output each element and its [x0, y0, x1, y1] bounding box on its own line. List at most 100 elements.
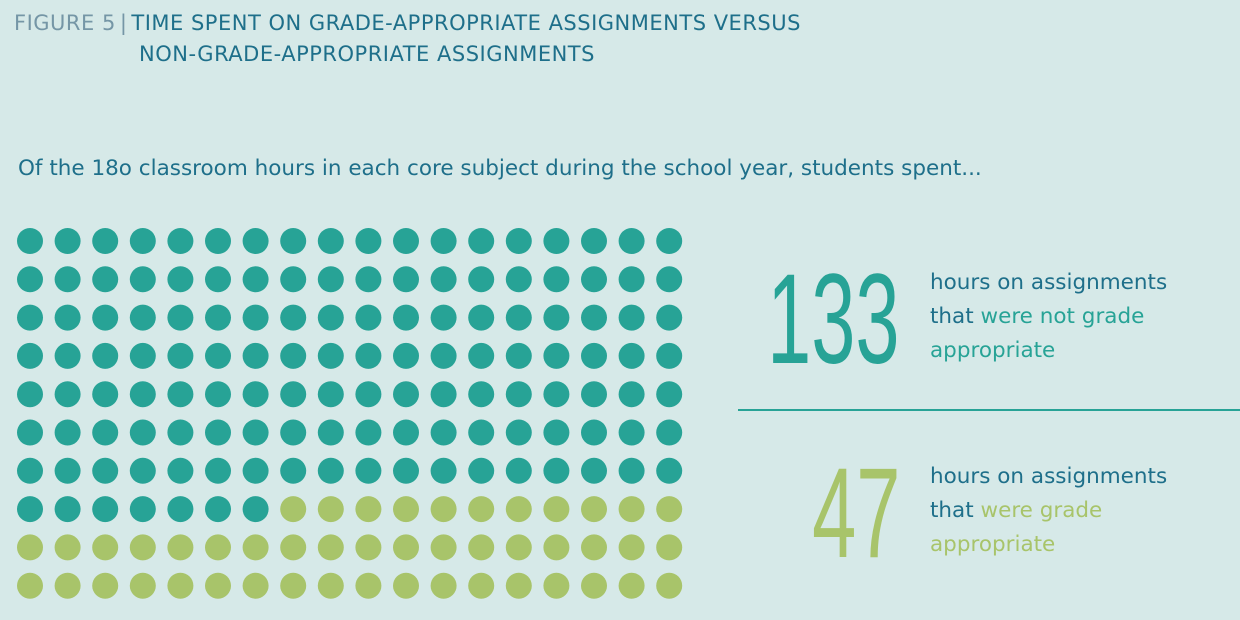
dot-not-appropriate	[280, 228, 307, 254]
dot-not-appropriate	[393, 228, 419, 254]
dot-not-appropriate	[430, 381, 457, 408]
dot-not-appropriate	[618, 228, 645, 254]
dot-not-appropriate	[430, 304, 457, 331]
dot-not-appropriate	[543, 266, 570, 293]
dot-not-appropriate	[242, 419, 269, 446]
dot-not-appropriate	[656, 419, 683, 446]
dot-not-appropriate	[17, 419, 43, 446]
dot-not-appropriate	[17, 342, 43, 369]
dot-not-appropriate	[430, 266, 457, 293]
dot-appropriate	[129, 572, 156, 599]
dot-not-appropriate	[581, 381, 607, 408]
dot-not-appropriate	[618, 419, 645, 446]
dot-appropriate	[505, 496, 532, 523]
dot-not-appropriate	[54, 228, 81, 254]
dot-not-appropriate	[129, 228, 156, 254]
dot-not-appropriate	[17, 228, 43, 254]
dot-not-appropriate	[17, 457, 43, 484]
dot-not-appropriate	[618, 266, 645, 293]
desc-text: that	[930, 498, 974, 523]
dot-appropriate	[393, 572, 419, 599]
title-line-1: TIME SPENT ON GRADE-APPROPRIATE ASSIGNME…	[131, 11, 801, 35]
dot-not-appropriate	[242, 457, 269, 484]
dot-not-appropriate	[656, 304, 683, 331]
dot-not-appropriate	[167, 419, 194, 446]
dot-not-appropriate	[92, 228, 119, 254]
desc-highlight: were not grade	[973, 304, 1145, 329]
dot-appropriate	[543, 572, 570, 599]
dot-not-appropriate	[468, 228, 495, 254]
dot-not-appropriate	[581, 266, 607, 293]
dot-appropriate	[129, 534, 156, 561]
dot-appropriate	[618, 534, 645, 561]
dot-not-appropriate	[280, 381, 307, 408]
dot-not-appropriate	[280, 419, 307, 446]
dot-not-appropriate	[317, 304, 344, 331]
dot-not-appropriate	[656, 228, 683, 254]
dot-appropriate	[618, 572, 645, 599]
dot-not-appropriate	[543, 228, 570, 254]
dot-not-appropriate	[581, 304, 607, 331]
dot-not-appropriate	[317, 342, 344, 369]
dot-appropriate	[543, 534, 570, 561]
dot-not-appropriate	[92, 496, 119, 523]
dot-appropriate	[355, 534, 382, 561]
title-line-2: NON-GRADE-APPROPRIATE ASSIGNMENTS	[139, 42, 595, 66]
dot-not-appropriate	[92, 342, 119, 369]
stat-not-appropriate-value: 133	[767, 248, 900, 391]
dot-not-appropriate	[54, 342, 81, 369]
dot-appropriate	[92, 572, 119, 599]
desc-line: hours on assignments	[930, 270, 1168, 295]
dot-not-appropriate	[280, 304, 307, 331]
dot-not-appropriate	[167, 496, 194, 523]
dot-not-appropriate	[468, 381, 495, 408]
dot-not-appropriate	[355, 304, 382, 331]
dot-appropriate	[581, 534, 607, 561]
dot-appropriate	[242, 534, 269, 561]
dot-not-appropriate	[618, 342, 645, 369]
dot-appropriate	[280, 496, 307, 523]
dot-not-appropriate	[656, 381, 683, 408]
dot-appropriate	[656, 572, 683, 599]
dot-not-appropriate	[656, 457, 683, 484]
dot-not-appropriate	[656, 342, 683, 369]
figure-title: FIGURE 5 | TIME SPENT ON GRADE-APPROPRIATE…	[14, 8, 801, 70]
dot-not-appropriate	[54, 381, 81, 408]
dot-not-appropriate	[205, 342, 231, 369]
dot-not-appropriate	[54, 496, 81, 523]
dot-appropriate	[656, 496, 683, 523]
dot-not-appropriate	[92, 419, 119, 446]
stat-appropriate-description: hours on assignments that were grade app…	[930, 460, 1167, 562]
dot-appropriate	[280, 534, 307, 561]
figure-label: FIGURE 5	[14, 11, 116, 35]
dot-not-appropriate	[54, 457, 81, 484]
dot-not-appropriate	[242, 228, 269, 254]
dot-not-appropriate	[17, 266, 43, 293]
dot-appropriate	[468, 534, 495, 561]
dot-not-appropriate	[242, 304, 269, 331]
desc-highlight: were grade	[973, 498, 1103, 523]
dot-not-appropriate	[468, 419, 495, 446]
dot-not-appropriate	[430, 342, 457, 369]
dot-appropriate	[54, 572, 81, 599]
dot-not-appropriate	[543, 304, 570, 331]
dot-appropriate	[468, 572, 495, 599]
dot-not-appropriate	[317, 228, 344, 254]
dot-not-appropriate	[543, 457, 570, 484]
dot-not-appropriate	[581, 342, 607, 369]
dot-not-appropriate	[393, 266, 419, 293]
dot-appropriate	[205, 572, 231, 599]
dot-not-appropriate	[581, 419, 607, 446]
dot-appropriate	[242, 572, 269, 599]
dot-appropriate	[505, 572, 532, 599]
dot-not-appropriate	[505, 419, 532, 446]
dot-not-appropriate	[205, 266, 231, 293]
dot-appropriate	[167, 534, 194, 561]
dot-not-appropriate	[17, 496, 43, 523]
dot-not-appropriate	[205, 381, 231, 408]
dot-not-appropriate	[129, 342, 156, 369]
stat-appropriate-value: 47	[811, 442, 900, 585]
dot-not-appropriate	[167, 381, 194, 408]
dot-not-appropriate	[656, 266, 683, 293]
dot-not-appropriate	[317, 419, 344, 446]
